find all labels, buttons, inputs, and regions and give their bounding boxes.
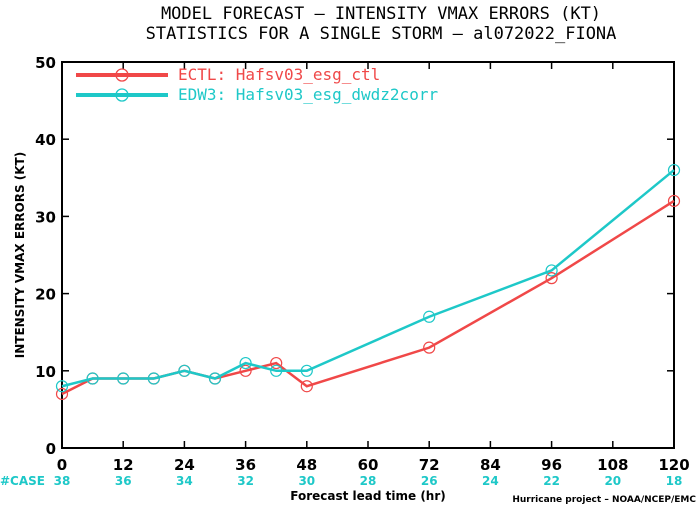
data-point [300, 380, 313, 393]
data-point [178, 364, 191, 377]
chart-title-line1: MODEL FORECAST – INTENSITY VMAX ERRORS (… [161, 4, 601, 24]
x-tick-label: 60 [358, 456, 379, 474]
case-count: 34 [176, 474, 193, 488]
case-count: 18 [666, 474, 683, 488]
x-tick-label: 36 [235, 456, 256, 474]
case-count: 22 [543, 474, 560, 488]
case-count: 36 [115, 474, 132, 488]
x-axis-label: Forecast lead time (hr) [290, 489, 446, 503]
x-tick-label: 120 [658, 456, 689, 474]
y-tick-label: 30 [35, 208, 56, 226]
case-count: 30 [298, 474, 315, 488]
y-tick-label: 0 [46, 440, 56, 458]
series-0 [55, 194, 681, 401]
y-tick-label: 10 [35, 363, 56, 381]
case-label: #CASE [0, 474, 45, 488]
data-point [55, 387, 69, 401]
x-tick-label: 0 [57, 456, 67, 474]
case-count: 32 [237, 474, 254, 488]
data-point [270, 364, 283, 377]
case-count: 24 [482, 474, 499, 488]
case-count: 38 [54, 474, 71, 488]
chart-title-line2: STATISTICS FOR A SINGLE STORM – al072022… [146, 24, 617, 44]
data-point [300, 364, 313, 377]
y-axis-label: INTENSITY VMAX ERRORS (KT) [13, 152, 27, 358]
data-point [667, 163, 681, 177]
series-1 [55, 163, 681, 393]
data-point [545, 264, 558, 277]
data-point [270, 356, 283, 370]
x-axis: 0 12 24 36 48 60 72 84 96 108 120 [57, 62, 690, 474]
data-point [667, 194, 681, 208]
x-tick-label: 72 [419, 456, 440, 474]
data-point [117, 372, 130, 385]
case-count: 28 [360, 474, 377, 488]
case-counts: 38 36 34 32 30 28 26 24 22 20 18 [54, 474, 683, 488]
data-point [423, 341, 436, 354]
data-point [86, 372, 99, 385]
x-tick-label: 84 [480, 456, 501, 474]
plot-frame [61, 61, 675, 449]
x-tick-label: 48 [296, 456, 317, 474]
case-count: 26 [421, 474, 438, 488]
y-tick-label: 40 [35, 131, 56, 149]
x-tick-label: 24 [174, 456, 195, 474]
case-count: 20 [604, 474, 621, 488]
legend-marker [115, 68, 129, 82]
data-point [423, 310, 436, 323]
series-layer [55, 163, 681, 401]
data-point [208, 372, 222, 385]
series-line [61, 199, 675, 396]
data-point [147, 372, 160, 385]
legend-label: EDW3: Hafsv03_esg_dwdz2corr [178, 85, 438, 104]
data-point [239, 364, 252, 377]
x-tick-label: 108 [597, 456, 628, 474]
data-point [545, 272, 558, 285]
x-tick-label: 96 [541, 456, 562, 474]
y-tick-label: 50 [35, 54, 56, 72]
credit-text: Hurricane project – NOAA/NCEP/EMC [512, 495, 696, 505]
y-axis: 0 10 20 30 40 50 [35, 54, 674, 458]
x-tick-label: 12 [113, 456, 134, 474]
legend-label: ECTL: Hafsv03_esg_ctl [178, 65, 380, 84]
data-point [239, 356, 252, 370]
legend-marker [115, 88, 129, 102]
series-line [61, 169, 675, 388]
y-tick-label: 20 [35, 286, 56, 304]
data-point [55, 380, 69, 393]
